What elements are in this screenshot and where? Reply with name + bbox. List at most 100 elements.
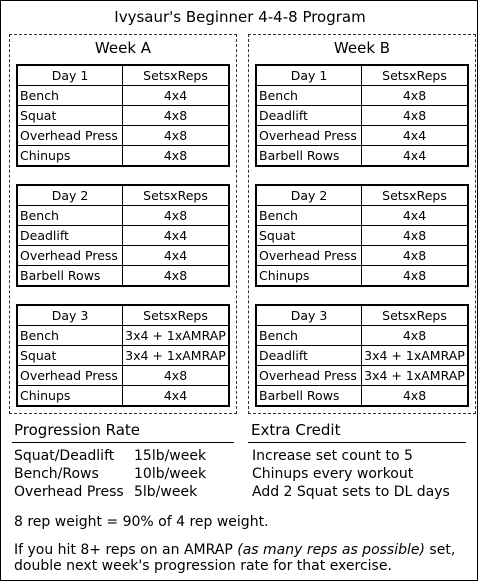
divider	[248, 442, 466, 443]
exercise-cell: Squat	[17, 105, 123, 126]
amrap-note-text: If you hit 8+ reps on an AMRAP	[14, 542, 233, 558]
exercise-cell: Barbell Rows	[256, 385, 362, 406]
exercise-cell: Overhead Press	[17, 365, 123, 386]
weight-note: 8 rep weight = 90% of 4 rep weight.	[14, 514, 269, 530]
exercise-cell: Barbell Rows	[17, 265, 123, 286]
table-row: Chinups 4x8	[17, 145, 229, 166]
table-row: Overhead Press 3x4 + 1xAMRAP	[256, 365, 468, 386]
sets-reps-header: SetsxReps	[361, 305, 468, 326]
table-row: Chinups 4x8	[256, 265, 468, 286]
sets-reps-cell: 3x4 + 1xAMRAP	[122, 325, 229, 346]
week-title: Week A	[94, 39, 152, 57]
exercise-cell: Deadlift	[256, 345, 362, 366]
exercise-cell: Chinups	[17, 385, 123, 406]
exercise-cell: Bench	[256, 325, 362, 346]
table-row: Barbell Rows 4x8	[256, 385, 468, 406]
sets-reps-cell: 4x4	[361, 125, 468, 146]
progression-value: 15lb/week	[134, 448, 207, 464]
table-row: Squat 4x8	[256, 225, 468, 246]
exercise-cell: Squat	[256, 225, 362, 246]
sets-reps-header: SetsxReps	[361, 65, 468, 86]
exercise-cell: Bench	[256, 205, 362, 226]
table-row: Overhead Press 4x8	[17, 125, 229, 146]
exercise-cell: Bench	[17, 85, 123, 106]
week-title: Week B	[333, 39, 391, 57]
extra-credit-item: Increase set count to 5	[252, 448, 413, 464]
table-row: Barbell Rows 4x4	[256, 145, 468, 166]
progression-label: Bench/Rows	[14, 466, 99, 482]
exercise-cell: Bench	[256, 85, 362, 106]
table-row: Deadlift 4x4	[17, 225, 229, 246]
page-title: Ivysaur's Beginner 4-4-8 Program	[114, 8, 366, 26]
sets-reps-cell: 4x4	[361, 145, 468, 166]
sets-reps-header: SetsxReps	[122, 65, 229, 86]
exercise-cell: Barbell Rows	[256, 145, 362, 166]
progression-value: 10lb/week	[134, 466, 207, 482]
exercise-cell: Deadlift	[17, 225, 123, 246]
extra-credit-heading: Extra Credit	[251, 421, 341, 439]
table-row: Bench 4x4	[17, 85, 229, 106]
table-row: Bench 4x8	[256, 325, 468, 346]
exercise-cell: Bench	[17, 325, 123, 346]
amrap-note: If you hit 8+ reps on an AMRAP (as many …	[14, 541, 474, 559]
amrap-note-text-end: set,	[429, 542, 456, 558]
day-table-week-b-day1: Day 1 SetsxReps Bench 4x8 Deadlift 4x8 Over…	[255, 64, 469, 167]
exercise-cell: Squat	[17, 345, 123, 366]
sets-reps-header: SetsxReps	[122, 185, 229, 206]
extra-credit-item: Add 2 Squat sets to DL days	[252, 484, 450, 500]
table-row: Bench 3x4 + 1xAMRAP	[17, 325, 229, 346]
day-table-week-a-day3: Day 3 SetsxReps Bench 3x4 + 1xAMRAP Squat 3…	[16, 304, 230, 407]
table-row: Bench 4x8	[17, 205, 229, 226]
amrap-note-definition: (as many reps as possible)	[237, 542, 425, 558]
sets-reps-cell: 3x4 + 1xAMRAP	[361, 365, 468, 386]
exercise-cell: Overhead Press	[17, 245, 123, 266]
table-row: Deadlift 4x8	[256, 105, 468, 126]
sets-reps-cell: 4x8	[361, 225, 468, 246]
table-row: Squat 3x4 + 1xAMRAP	[17, 345, 229, 366]
progression-label: Overhead Press	[14, 484, 124, 500]
sets-reps-cell: 4x8	[361, 245, 468, 266]
sets-reps-cell: 4x8	[361, 385, 468, 406]
sets-reps-cell: 4x8	[122, 105, 229, 126]
day-table-week-a-day1: Day 1 SetsxReps Bench 4x4 Squat 4x8 Overhea…	[16, 64, 230, 167]
sets-reps-cell: 3x4 + 1xAMRAP	[122, 345, 229, 366]
day-table-week-a-day2: Day 2 SetsxReps Bench 4x8 Deadlift 4x4 Over…	[16, 184, 230, 287]
exercise-cell: Overhead Press	[256, 125, 362, 146]
sets-reps-cell: 4x8	[361, 85, 468, 106]
table-row: Overhead Press 4x4	[256, 125, 468, 146]
sets-reps-cell: 4x8	[122, 205, 229, 226]
sets-reps-header: SetsxReps	[361, 185, 468, 206]
exercise-cell: Overhead Press	[256, 365, 362, 386]
exercise-cell: Deadlift	[256, 105, 362, 126]
progression-value: 5lb/week	[134, 484, 198, 500]
sets-reps-cell: 4x8	[361, 265, 468, 286]
sets-reps-cell: 4x4	[361, 205, 468, 226]
day-header: Day 2	[256, 185, 362, 206]
sets-reps-cell: 4x8	[122, 365, 229, 386]
exercise-cell: Overhead Press	[17, 125, 123, 146]
day-header: Day 1	[17, 65, 123, 86]
sets-reps-cell: 4x8	[122, 145, 229, 166]
week-a-panel: Week A Day 1 SetsxReps Bench 4x4 Squat 4x8 …	[9, 34, 237, 414]
amrap-note-line2: double next week's progression rate for …	[14, 558, 392, 574]
day-header: Day 3	[17, 305, 123, 326]
day-header: Day 2	[17, 185, 123, 206]
day-header: Day 3	[256, 305, 362, 326]
sets-reps-cell: 4x8	[122, 125, 229, 146]
exercise-cell: Chinups	[17, 145, 123, 166]
exercise-cell: Overhead Press	[256, 245, 362, 266]
table-row: Overhead Press 4x8	[17, 365, 229, 386]
day-table-week-b-day2: Day 2 SetsxReps Bench 4x4 Squat 4x8 Overhea…	[255, 184, 469, 287]
sets-reps-cell: 4x4	[122, 225, 229, 246]
sets-reps-cell: 3x4 + 1xAMRAP	[361, 345, 468, 366]
table-row: Squat 4x8	[17, 105, 229, 126]
table-row: Bench 4x8	[256, 85, 468, 106]
table-row: Overhead Press 4x4	[17, 245, 229, 266]
extra-credit-item: Chinups every workout	[252, 466, 414, 482]
table-row: Deadlift 3x4 + 1xAMRAP	[256, 345, 468, 366]
progression-label: Squat/Deadlift	[14, 448, 115, 464]
exercise-cell: Chinups	[256, 265, 362, 286]
sets-reps-cell: 4x8	[122, 265, 229, 286]
table-row: Overhead Press 4x8	[256, 245, 468, 266]
sets-reps-cell: 4x4	[122, 385, 229, 406]
